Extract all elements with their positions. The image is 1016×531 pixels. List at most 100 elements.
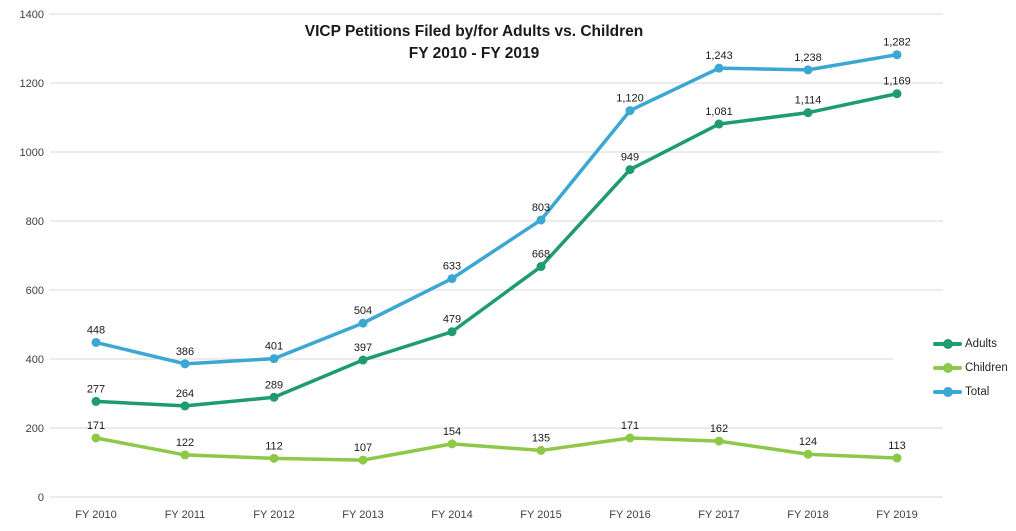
total-marker (447, 274, 457, 284)
children-marker (536, 445, 546, 455)
data-label: 264 (176, 388, 194, 400)
children-marker (447, 439, 457, 449)
total-marker (892, 50, 902, 60)
adults-marker (625, 165, 635, 175)
data-label: 289 (265, 379, 283, 391)
data-label: 949 (621, 152, 639, 164)
x-tick-label: FY 2018 (787, 509, 828, 521)
total-marker (625, 106, 635, 116)
data-label: 154 (443, 426, 461, 438)
data-label: 1,120 (616, 93, 644, 105)
children-line (94, 436, 899, 462)
x-tick-label: FY 2016 (609, 509, 650, 521)
legend-item-total: Total (893, 380, 1016, 404)
data-label: 1,169 (883, 76, 911, 88)
data-label: 633 (443, 261, 461, 273)
data-label: 1,114 (795, 95, 822, 107)
y-tick-label: 800 (26, 216, 44, 228)
total-marker (714, 63, 724, 73)
chart-title-line1: VICP Petitions Filed by/for Adults vs. C… (304, 23, 644, 40)
data-label: 277 (87, 383, 105, 395)
adults-marker (803, 108, 813, 118)
total-marker (91, 337, 101, 347)
y-tick-label: 400 (26, 354, 44, 366)
legend-label-children: Children (965, 362, 1008, 374)
adults-marker (269, 392, 279, 402)
chart-title: VICP Petitions Filed by/for Adults vs. C… (305, 21, 643, 65)
y-tick-label: 0 (38, 492, 44, 504)
chart-legend: Adults Children Total (893, 330, 1016, 406)
data-label: 1,081 (705, 106, 733, 118)
data-label: 504 (354, 305, 372, 317)
children-marker (269, 453, 279, 463)
gridlines (50, 13, 943, 498)
data-label: 162 (710, 423, 728, 435)
data-label: 171 (621, 420, 639, 432)
data-label: 1,238 (794, 52, 822, 64)
y-tick-label: 1400 (20, 9, 44, 21)
series-total-data-labels: 448 386 401 504 633 803 1,120 1,243 1,238 1,282 (87, 37, 911, 358)
total-marker (358, 318, 368, 328)
data-label: 171 (87, 420, 105, 432)
y-axis-tick-labels: 0 200 400 600 800 1000 1200 1400 (20, 9, 44, 504)
total-marker (180, 359, 190, 369)
data-label: 1,282 (883, 37, 911, 49)
data-label: 401 (265, 341, 283, 353)
x-tick-label: FY 2017 (698, 509, 739, 521)
x-tick-label: FY 2013 (342, 509, 383, 521)
adults-marker (447, 327, 457, 337)
x-axis-tick-labels: FY 2010 FY 2011 FY 2012 FY 2013 FY 2014 FY 20… (75, 509, 917, 521)
x-tick-label: FY 2014 (431, 509, 472, 521)
adults-marker (358, 355, 368, 365)
legend-item-children: Children (893, 356, 1016, 380)
children-marker (625, 433, 635, 443)
adults-line (94, 91, 899, 408)
adults-marker (91, 396, 101, 406)
data-label: 124 (799, 436, 817, 448)
total-marker (536, 215, 546, 225)
data-label: 1,243 (705, 50, 733, 62)
series-children (91, 433, 902, 465)
adults-marker (536, 262, 546, 272)
data-label: 135 (532, 432, 550, 444)
children-marker (714, 436, 724, 446)
children-marker (91, 433, 101, 443)
data-label: 113 (888, 440, 906, 452)
data-label: 386 (176, 346, 194, 358)
data-label: 668 (532, 249, 550, 261)
x-tick-label: FY 2011 (165, 509, 206, 521)
total-marker (269, 354, 279, 364)
adults-marker (892, 89, 902, 99)
adults-marker-icon (943, 339, 953, 349)
data-label: 122 (176, 437, 194, 449)
data-label: 397 (354, 342, 372, 354)
children-marker (358, 455, 368, 465)
children-marker (803, 449, 813, 459)
total-marker (803, 65, 813, 75)
total-line (94, 52, 899, 366)
data-label: 803 (532, 202, 550, 214)
data-label: 112 (265, 440, 283, 452)
y-tick-label: 600 (26, 285, 44, 297)
legend-label-adults: Adults (965, 338, 997, 350)
y-tick-label: 1200 (20, 78, 44, 90)
chart-title-line2: FY 2010 - FY 2019 (408, 45, 540, 62)
data-label: 448 (87, 324, 105, 336)
legend-label-total: Total (965, 386, 990, 398)
y-tick-label: 200 (26, 423, 44, 435)
children-marker (180, 450, 190, 460)
series-children-data-labels: 171 122 112 107 154 135 171 162 124 113 (87, 420, 906, 454)
data-label: 479 (443, 314, 461, 326)
data-label: 107 (354, 442, 372, 454)
series-total (91, 50, 902, 369)
children-marker-icon (943, 363, 953, 373)
adults-marker (714, 119, 724, 129)
x-tick-label: FY 2012 (253, 509, 294, 521)
x-tick-label: FY 2015 (520, 509, 561, 521)
series-adults-data-labels: 277 264 289 397 479 668 949 1,081 1,114 1,169 (87, 76, 911, 400)
y-tick-label: 1000 (20, 147, 44, 159)
legend-item-adults: Adults (893, 332, 1016, 356)
series-adults (91, 89, 902, 411)
